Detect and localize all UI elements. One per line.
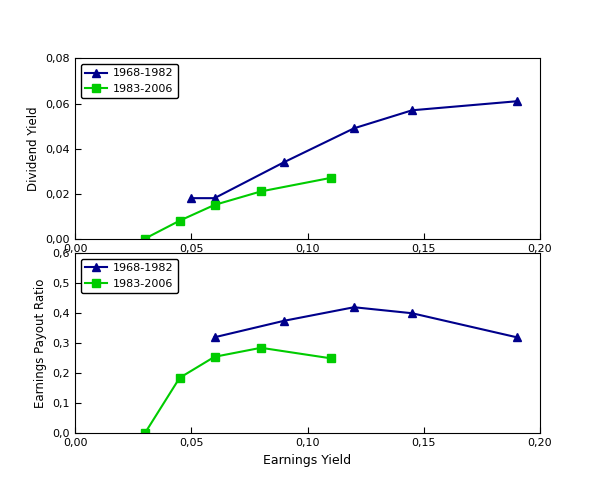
Y-axis label: Dividend Yield: Dividend Yield — [27, 106, 40, 191]
1968-1982 — [350, 125, 358, 131]
Legend: 1968-1982, 1983-2006: 1968-1982, 1983-2006 — [80, 64, 178, 98]
1968-1982 — [513, 98, 520, 104]
1983-2006 — [211, 202, 218, 208]
1983-2006 — [176, 218, 183, 224]
1983-2006 — [176, 375, 183, 381]
1968-1982 — [513, 335, 520, 340]
Y-axis label: Earnings Payout Ratio: Earnings Payout Ratio — [34, 279, 47, 408]
1968-1982 — [211, 195, 218, 201]
1968-1982 — [409, 310, 416, 316]
1968-1982 — [281, 318, 288, 324]
1968-1982 — [211, 335, 218, 340]
Line: 1983-2006: 1983-2006 — [140, 344, 335, 438]
X-axis label: Earnings Yield: Earnings Yield — [263, 454, 352, 467]
1983-2006 — [257, 345, 265, 351]
Legend: 1968-1982, 1983-2006: 1968-1982, 1983-2006 — [80, 259, 178, 293]
1968-1982 — [409, 107, 416, 113]
1983-2006 — [257, 188, 265, 194]
1983-2006 — [141, 431, 148, 436]
Line: 1968-1982: 1968-1982 — [187, 97, 521, 202]
1983-2006 — [327, 356, 334, 361]
1968-1982 — [188, 195, 195, 201]
1968-1982 — [350, 304, 358, 310]
Line: 1968-1982: 1968-1982 — [211, 303, 521, 341]
1983-2006 — [327, 175, 334, 181]
Line: 1983-2006: 1983-2006 — [140, 174, 335, 243]
1983-2006 — [141, 236, 148, 242]
1968-1982 — [281, 159, 288, 165]
1983-2006 — [211, 354, 218, 360]
